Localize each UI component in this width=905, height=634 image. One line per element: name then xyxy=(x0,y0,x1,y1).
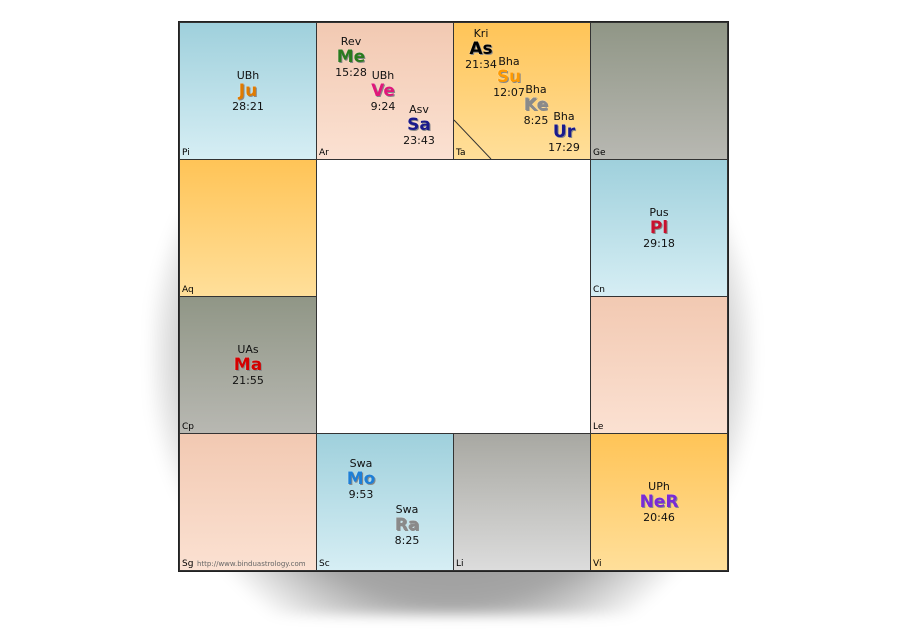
house-capricorn: UAs Ma 21:55 Cp xyxy=(179,296,317,434)
nakshatra-label: UAs xyxy=(237,343,259,356)
sign-label: Ge xyxy=(593,148,606,158)
planet-jupiter: UBh Ju 28:21 xyxy=(218,69,278,114)
sign-label: Aq xyxy=(182,285,194,295)
south-indian-chart: UBh Ju 28:21 Pi Rev Me 15:28 UBh Ve 9:24… xyxy=(178,21,729,572)
nakshatra-label: UBh xyxy=(371,69,395,82)
nakshatra-label: UPh xyxy=(648,480,670,493)
nakshatra-label: Kri xyxy=(473,27,489,40)
degree-label: 9:53 xyxy=(348,488,374,501)
sign-label: Pi xyxy=(182,148,190,158)
sign-label: Ar xyxy=(319,148,329,158)
degree-label: 29:18 xyxy=(643,237,675,250)
planet-glyph: NeR xyxy=(639,492,679,512)
house-libra: Li xyxy=(453,433,591,571)
degree-label: 15:28 xyxy=(335,66,367,79)
planet-glyph: Ke xyxy=(523,95,549,115)
planet-uranus: Bha Ur 17:29 xyxy=(534,110,590,155)
sign-label: Ta xyxy=(456,148,466,158)
planet-glyph: Mo xyxy=(346,469,376,489)
planet-moon: Swa Mo 9:53 xyxy=(331,457,391,502)
sign-label: Cn xyxy=(593,285,605,295)
degree-label: 20:46 xyxy=(643,511,675,524)
planet-glyph: Me xyxy=(336,47,366,67)
nakshatra-label: Swa xyxy=(395,503,419,516)
planet-venus: UBh Ve 9:24 xyxy=(353,69,413,114)
nakshatra-label: UBh xyxy=(236,69,260,82)
house-pisces: UBh Ju 28:21 Pi xyxy=(179,22,317,160)
degree-label: 8:25 xyxy=(394,534,420,547)
sign-label: Cp xyxy=(182,422,194,432)
degree-label: 23:43 xyxy=(403,134,435,147)
degree-label: 8:25 xyxy=(523,114,549,127)
sign-label: Sc xyxy=(319,559,330,569)
house-virgo: UPh NeR 20:46 Vi xyxy=(590,433,728,571)
nakshatra-label: Bha xyxy=(553,110,575,123)
degree-label: 17:29 xyxy=(548,141,580,154)
planet-neptune: UPh NeR 20:46 xyxy=(629,480,689,525)
planet-glyph: Ur xyxy=(552,122,576,142)
house-aries: Rev Me 15:28 UBh Ve 9:24 Asv Sa 23:43 Ar xyxy=(316,22,454,160)
chart-center xyxy=(316,159,592,435)
planet-glyph: Ra xyxy=(394,515,420,535)
sign-label: Sg xyxy=(182,559,194,569)
nakshatra-label: Swa xyxy=(349,457,373,470)
planet-ketu: Bha Ke 8:25 xyxy=(506,83,566,128)
nakshatra-label: Bha xyxy=(498,55,520,68)
sign-label: Vi xyxy=(593,559,602,569)
house-leo: Le xyxy=(590,296,728,434)
nakshatra-label: Asv xyxy=(409,103,429,116)
ascendant-marker xyxy=(454,119,492,159)
website-url: http://www.binduastrology.com xyxy=(197,560,306,568)
planet-glyph: Pl xyxy=(649,218,669,238)
nakshatra-label: Bha xyxy=(525,83,547,96)
degree-label: 28:21 xyxy=(232,100,264,113)
nakshatra-label: Pus xyxy=(649,206,669,219)
planet-rahu: Swa Ra 8:25 xyxy=(377,503,437,548)
house-aquarius: Aq xyxy=(179,159,317,297)
planet-glyph: Ve xyxy=(371,81,395,101)
planet-pluto: Pus Pl 29:18 xyxy=(629,206,689,251)
nakshatra-label: Rev xyxy=(340,35,362,48)
degree-label: 12:07 xyxy=(493,86,525,99)
planet-mars: UAs Ma 21:55 xyxy=(218,343,278,388)
planet-saturn: Asv Sa 23:43 xyxy=(389,103,449,148)
planet-glyph: Ma xyxy=(233,355,263,375)
degree-label: 21:34 xyxy=(465,58,497,71)
planet-glyph: Sa xyxy=(407,115,431,135)
planet-mercury: Rev Me 15:28 xyxy=(321,35,381,80)
house-taurus: Kri As 21:34 Bha Su 12:07 Bha Ke 8:25 Bh… xyxy=(453,22,591,160)
degree-label: 21:55 xyxy=(232,374,264,387)
sign-label: Le xyxy=(593,422,604,432)
sign-label: Li xyxy=(456,559,464,569)
degree-label: 9:24 xyxy=(370,100,396,113)
planet-sun: Bha Su 12:07 xyxy=(479,55,539,100)
house-sagittarius: Sg http://www.binduastrology.com xyxy=(179,433,317,571)
house-scorpio: Swa Mo 9:53 Swa Ra 8:25 Sc xyxy=(316,433,454,571)
planet-glyph: As xyxy=(469,39,493,59)
house-gemini: Ge xyxy=(590,22,728,160)
planet-glyph: Su xyxy=(496,67,522,87)
planet-ascendant: Kri As 21:34 xyxy=(454,27,511,72)
planet-glyph: Ju xyxy=(238,81,258,101)
house-cancer: Pus Pl 29:18 Cn xyxy=(590,159,728,297)
